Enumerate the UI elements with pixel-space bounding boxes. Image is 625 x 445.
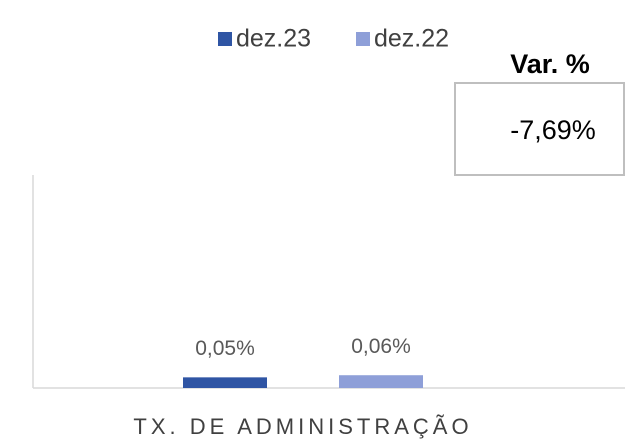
data-label: 0,05% [195,337,255,360]
x-tick-label: TX. DE ADMINISTRAÇÃO [133,414,472,439]
data-label: 0,06% [351,335,411,358]
legend-label: dez.23 [236,25,311,53]
annotation-text: -7,69% [510,115,596,145]
bar [183,377,267,388]
legend-label: dez.22 [374,25,449,53]
annotation-title: Var. % [510,49,590,79]
legend-swatch [356,32,370,46]
annotation-box [454,82,625,176]
legend-swatch [218,32,232,46]
bar [339,375,423,388]
